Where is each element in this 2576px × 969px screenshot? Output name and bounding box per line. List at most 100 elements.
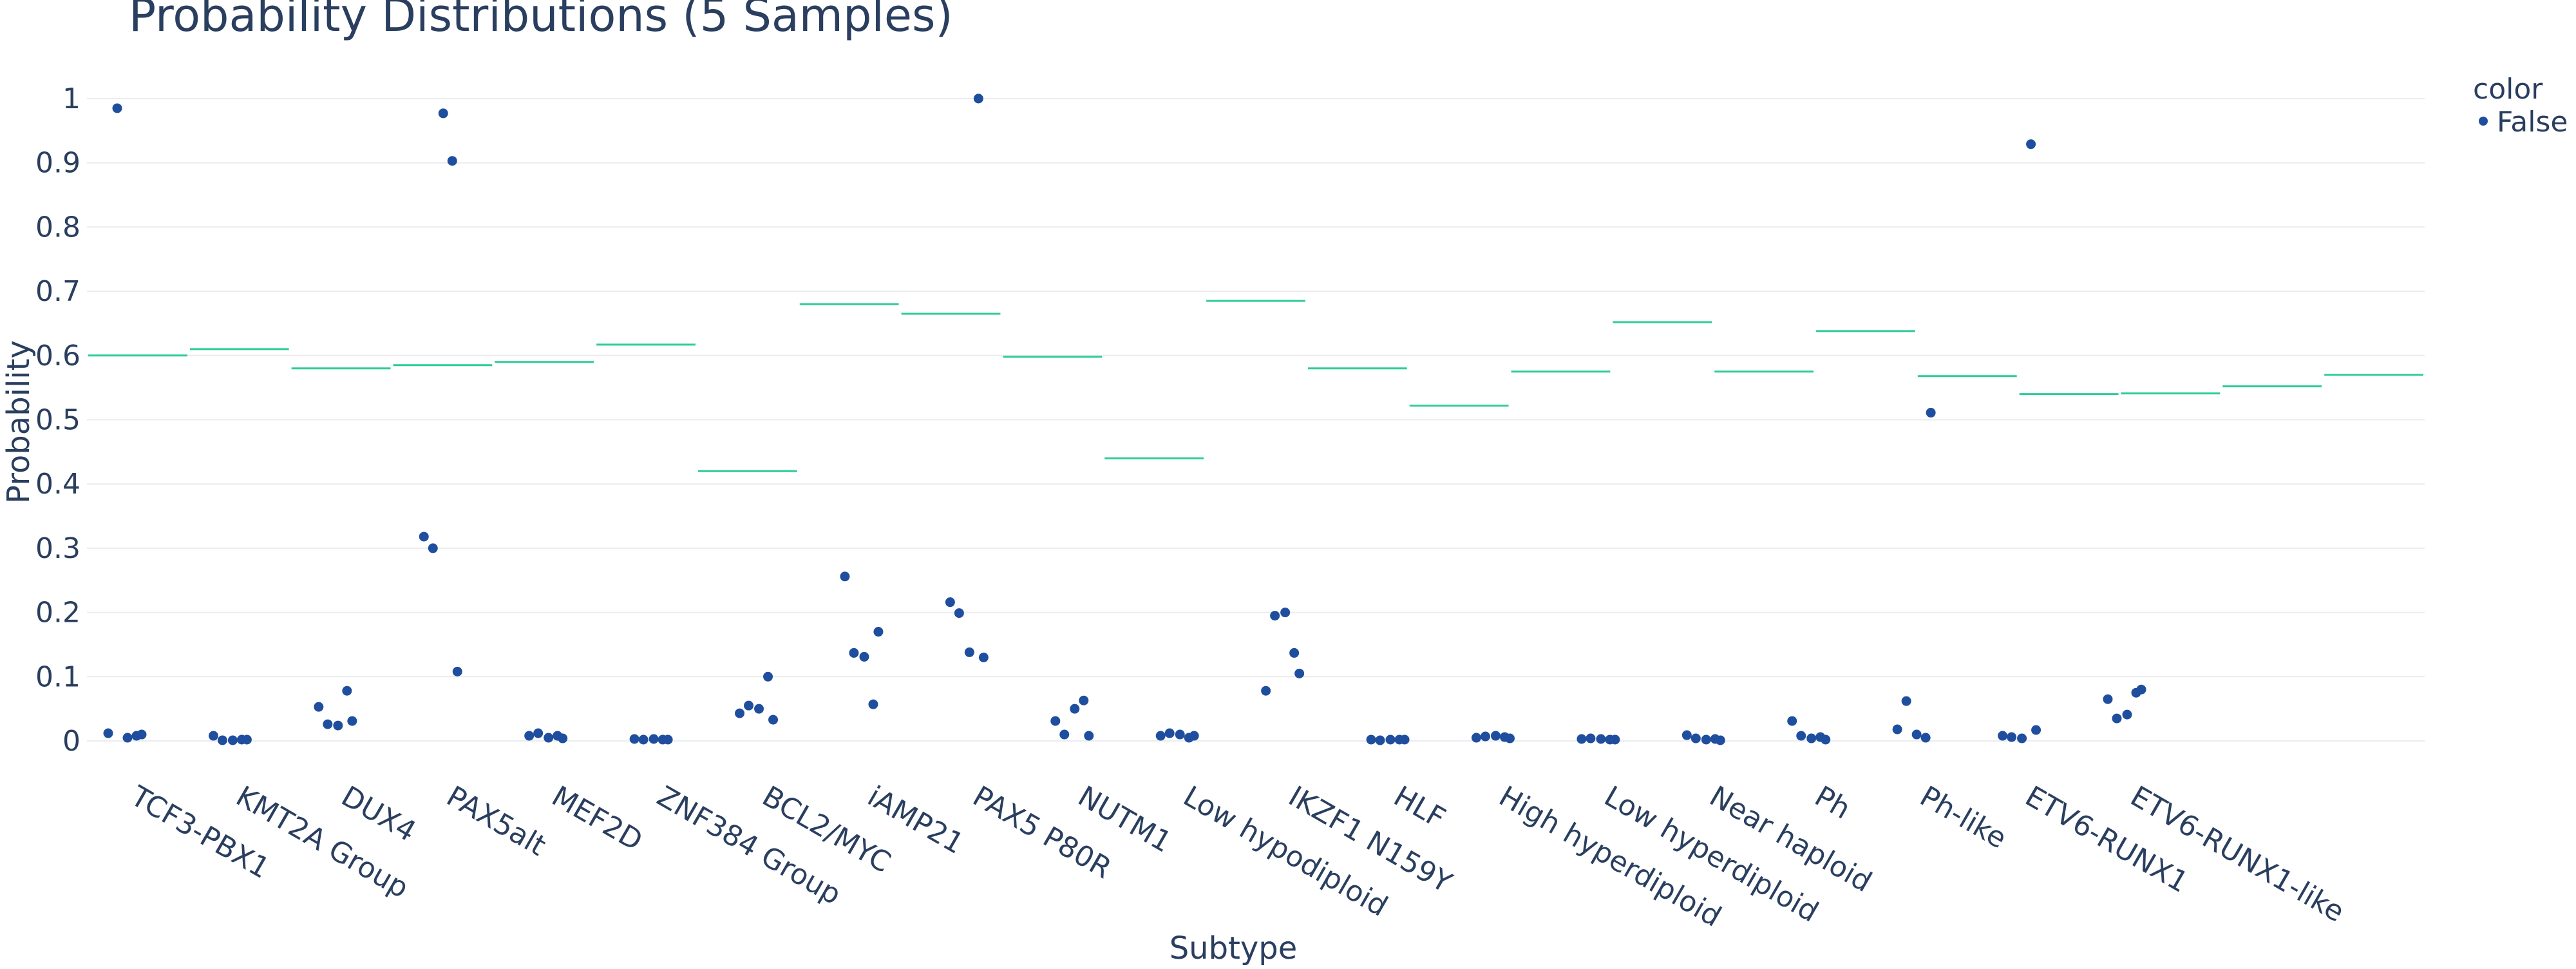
data-point[interactable] [1577, 734, 1587, 744]
data-point[interactable] [428, 543, 438, 553]
data-point[interactable] [2136, 684, 2146, 695]
data-point[interactable] [1270, 611, 1280, 621]
data-point[interactable] [763, 671, 773, 682]
y-tick-label: 0.7 [35, 275, 80, 308]
data-point[interactable] [978, 652, 989, 662]
data-point[interactable] [663, 734, 673, 745]
data-point[interactable] [533, 728, 544, 738]
data-point[interactable] [1821, 734, 1831, 745]
data-point[interactable] [438, 108, 448, 119]
data-point[interactable] [1892, 724, 1902, 734]
data-point[interactable] [1920, 733, 1931, 743]
data-point[interactable] [735, 708, 745, 718]
data-point[interactable] [1375, 735, 1385, 745]
data-point[interactable] [122, 733, 133, 743]
y-tick-label: 0.5 [35, 404, 80, 437]
data-point[interactable] [964, 647, 974, 657]
data-point[interactable] [137, 729, 147, 740]
data-point[interactable] [1681, 730, 1692, 740]
data-point[interactable] [1079, 695, 1089, 705]
data-point[interactable] [649, 734, 659, 744]
data-point[interactable] [1787, 716, 1797, 726]
data-point[interactable] [2112, 713, 2122, 724]
data-point[interactable] [1059, 729, 1070, 740]
data-point[interactable] [217, 735, 227, 745]
data-point[interactable] [1070, 704, 1080, 714]
data-point[interactable] [1189, 731, 1199, 741]
data-point[interactable] [1280, 608, 1291, 618]
data-point[interactable] [973, 93, 983, 104]
data-point[interactable] [1610, 734, 1620, 745]
data-point[interactable] [945, 597, 955, 608]
data-point[interactable] [954, 608, 964, 619]
data-point[interactable] [452, 666, 462, 676]
data-point[interactable] [314, 702, 324, 712]
data-point[interactable] [1690, 733, 1701, 744]
data-point[interactable] [208, 731, 218, 741]
data-point[interactable] [447, 156, 457, 166]
data-point[interactable] [1490, 731, 1501, 741]
data-point[interactable] [1366, 734, 1376, 745]
data-point[interactable] [1586, 733, 1596, 744]
data-point[interactable] [323, 719, 333, 729]
data-point[interactable] [638, 734, 649, 745]
data-point[interactable] [1175, 729, 1185, 740]
data-point[interactable] [1911, 729, 1922, 740]
data-point[interactable] [2122, 709, 2132, 720]
data-point[interactable] [1471, 733, 1481, 743]
x-tick-label: KMT2A Group [231, 780, 414, 905]
data-point[interactable] [849, 648, 859, 658]
data-point[interactable] [1901, 696, 1911, 706]
data-point[interactable] [2103, 694, 2113, 704]
data-point[interactable] [1294, 668, 1305, 678]
data-point[interactable] [1701, 734, 1711, 745]
data-point[interactable] [1596, 734, 1606, 744]
data-point[interactable] [1050, 716, 1061, 726]
data-point[interactable] [558, 733, 568, 744]
data-point[interactable] [1806, 733, 1817, 744]
data-point[interactable] [868, 699, 878, 709]
data-point[interactable] [1926, 408, 1936, 418]
data-point[interactable] [2031, 725, 2041, 735]
grid [87, 98, 2425, 742]
data-point[interactable] [524, 731, 535, 741]
data-point[interactable] [1155, 731, 1166, 741]
data-point[interactable] [1399, 734, 1410, 745]
data-point[interactable] [1385, 734, 1396, 745]
y-tick-label: 0.9 [35, 147, 80, 180]
data-point[interactable] [1715, 735, 1725, 745]
data-point[interactable] [629, 734, 639, 744]
data-point[interactable] [112, 103, 122, 113]
data-point[interactable] [1480, 731, 1490, 742]
data-point[interactable] [859, 651, 869, 662]
data-point[interactable] [2026, 139, 2036, 149]
data-point[interactable] [754, 704, 764, 714]
data-point[interactable] [1289, 648, 1300, 658]
x-tick-label: Ph-like [1915, 780, 2012, 855]
data-point[interactable] [1998, 731, 2008, 741]
data-point[interactable] [1796, 731, 1806, 741]
data-point[interactable] [242, 734, 252, 745]
data-point[interactable] [1261, 686, 1271, 696]
data-point[interactable] [744, 700, 754, 711]
data-point[interactable] [2007, 732, 2017, 742]
data-point[interactable] [873, 627, 884, 637]
y-tick-label: 1 [62, 82, 80, 115]
data-point[interactable] [227, 735, 238, 745]
data-point[interactable] [544, 733, 554, 743]
data-point[interactable] [1084, 731, 1094, 741]
y-tick-label: 0.1 [35, 660, 80, 693]
data-point[interactable] [840, 571, 850, 582]
y-tick-label: 0.4 [35, 468, 80, 501]
data-point[interactable] [768, 715, 779, 725]
data-point[interactable] [1164, 728, 1175, 738]
data-point[interactable] [419, 532, 429, 542]
legend-marker [2479, 117, 2488, 126]
data-point[interactable] [1504, 733, 1515, 744]
data-point[interactable] [333, 720, 343, 731]
data-point[interactable] [342, 686, 352, 696]
data-point[interactable] [2017, 733, 2027, 744]
data-point[interactable] [103, 728, 113, 738]
data-point[interactable] [347, 716, 357, 726]
legend-item-false[interactable]: False [2497, 106, 2568, 139]
